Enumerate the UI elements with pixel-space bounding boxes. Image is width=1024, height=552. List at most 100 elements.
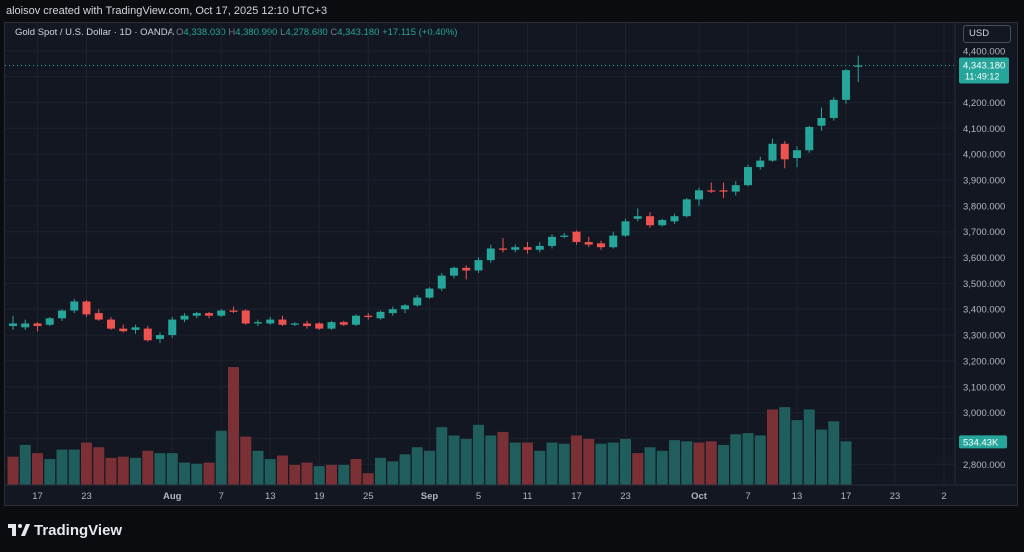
candle-body: [499, 248, 507, 250]
candle-body: [695, 190, 703, 200]
chart-frame[interactable]: Gold Spot / U.S. Dollar · 1D · OANDA O4,…: [4, 22, 1018, 506]
volume-bar: [754, 435, 766, 485]
volume-bar: [448, 435, 460, 485]
currency-selector[interactable]: USD: [963, 25, 1011, 43]
candle-body: [413, 297, 422, 306]
candle-body: [511, 247, 520, 250]
x-tick-label: 13: [265, 491, 276, 502]
volume-bar: [583, 438, 595, 485]
candle-body: [437, 275, 446, 289]
volume-bar: [803, 409, 815, 485]
candle-body: [217, 310, 226, 316]
y-tick-label: 4,100.000: [963, 124, 1005, 135]
volume-bar: [375, 457, 386, 485]
x-tick-label: 23: [81, 491, 92, 502]
candle-body: [768, 143, 777, 161]
candle-body: [584, 242, 593, 245]
x-tick-label: 23: [620, 491, 631, 502]
high-value: 4,380.990: [235, 27, 278, 38]
y-tick-label: 3,100.000: [963, 382, 1005, 393]
tradingview-logo[interactable]: TradingView: [8, 518, 122, 542]
volume-bar: [705, 441, 717, 485]
candle-body: [119, 328, 128, 332]
volume-bar: [411, 447, 423, 485]
candle-body: [744, 167, 752, 186]
volume-bar: [828, 421, 840, 485]
volume-bar: [130, 457, 141, 485]
volume-bar: [93, 447, 105, 485]
volume-bar: [669, 440, 680, 485]
candle-body: [21, 323, 30, 328]
close-label: C: [330, 27, 338, 38]
y-tick-label: 3,400.000: [963, 305, 1005, 316]
open-value: 4,338.030: [183, 27, 226, 38]
candle-body: [339, 322, 348, 325]
volume-bar: [350, 459, 362, 485]
candle-body: [670, 216, 679, 222]
volume-bar: [215, 430, 227, 485]
volume-bar: [7, 456, 19, 485]
volume-bar: [399, 454, 411, 485]
volume-bar: [595, 443, 607, 485]
y-tick-label: 3,300.000: [963, 331, 1005, 342]
candle-body: [401, 305, 409, 310]
candle-body: [572, 231, 581, 243]
candle-body: [805, 127, 814, 151]
volume-bar: [816, 429, 827, 485]
x-tick-label: 7: [219, 491, 224, 502]
candle-body: [45, 318, 54, 325]
candle-body: [315, 323, 324, 329]
volume-bar: [301, 462, 313, 485]
volume-bar: [32, 453, 43, 485]
volume-bar: [436, 427, 448, 485]
volume-bar: [607, 442, 619, 485]
candle-body: [180, 315, 189, 320]
volume-bar: [191, 463, 203, 485]
volume-bar: [558, 443, 570, 485]
volume-bar: [326, 464, 337, 485]
volume-bar: [509, 442, 521, 485]
candle-body: [205, 313, 213, 316]
volume-bar: [203, 462, 215, 485]
y-tick-label: 3,900.000: [963, 175, 1005, 186]
price-tag-countdown: 11:49:12: [965, 71, 999, 81]
candle-body: [707, 190, 716, 192]
candle-body: [143, 328, 152, 341]
y-tick-label: 3,800.000: [963, 201, 1005, 212]
x-tick-label: 2: [941, 491, 946, 502]
volume-tag-value: 534.43K: [963, 437, 999, 448]
candle-body: [817, 117, 826, 126]
candle-body: [388, 309, 397, 314]
x-tick-label: 23: [890, 491, 901, 502]
candle-body: [425, 288, 434, 298]
high-label: H: [228, 27, 236, 38]
candle-body: [131, 327, 140, 330]
candle-body: [241, 310, 250, 324]
candle-body: [633, 216, 642, 219]
volume-bar: [632, 453, 644, 485]
candle-body: [474, 260, 483, 271]
volume-bar: [656, 450, 668, 485]
volume-bar: [264, 459, 276, 485]
candle-body: [793, 150, 801, 159]
volume-tag-box: [959, 435, 1007, 449]
volume-bar: [620, 438, 631, 485]
volume-bar: [497, 431, 509, 485]
volume-bar: [228, 367, 239, 485]
volume-bar: [571, 435, 582, 485]
symbol-name[interactable]: Gold Spot / U.S. Dollar · 1D · OANDA: [15, 27, 174, 38]
y-tick-label: 3,200.000: [963, 356, 1005, 367]
price-tag-value: 4,343.180: [963, 60, 1005, 71]
candle-body: [682, 199, 691, 217]
candlestick-chart[interactable]: 4,400.0004,300.0004,200.0004,100.0004,00…: [5, 23, 1017, 505]
candle-body: [719, 190, 728, 192]
candle-body: [303, 323, 311, 327]
volume-bar: [117, 456, 129, 485]
volume-bar: [742, 433, 754, 485]
candle-body: [560, 235, 569, 237]
y-tick-label: 3,500.000: [963, 279, 1005, 290]
candle-body: [33, 323, 42, 327]
volume-bar: [68, 449, 80, 485]
candle-body: [462, 267, 471, 271]
volume-bar: [154, 453, 166, 485]
